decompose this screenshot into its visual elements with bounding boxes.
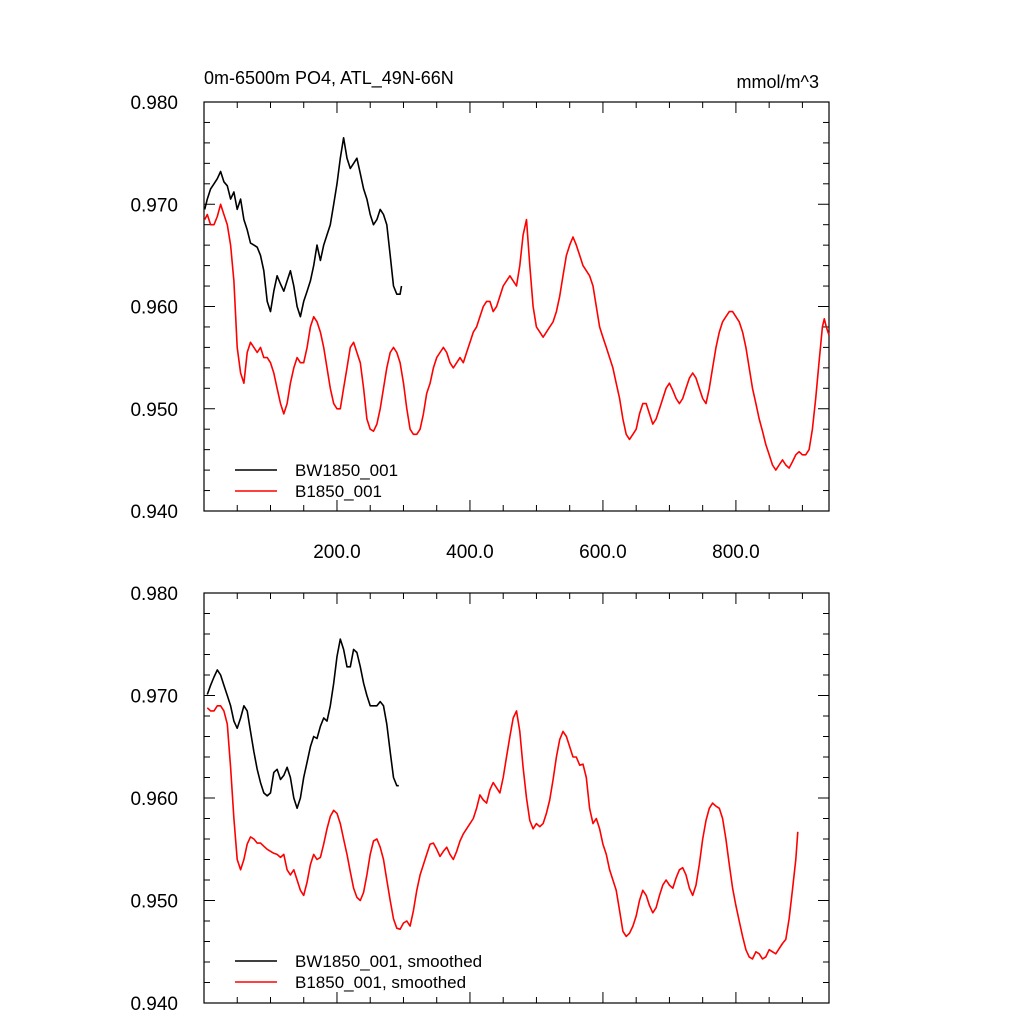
- chart-title: 0m-6500m PO4, ATL_49N-66N: [204, 68, 454, 89]
- units-label: mmol/m^3: [737, 72, 819, 92]
- bottom-series-line-2: [206, 705, 799, 960]
- bottom-legend-label-2: B1850_001, smoothed: [295, 973, 466, 992]
- bottom-y-tick-label: 0.960: [130, 789, 178, 810]
- top-x-tick-label: 800.0: [712, 542, 760, 563]
- top-x-tick-label: 400.0: [446, 542, 494, 563]
- top-series-line-1: [203, 137, 403, 318]
- top-panel: 0.940 0.950 0.960 0.970 0.980 200.0 400.0 600.0…: [130, 93, 830, 563]
- top-legend-label-1: BW1850_001: [295, 461, 398, 480]
- top-legend-label-2: B1850_001: [295, 482, 382, 501]
- top-y-tick-label: 0.960: [130, 298, 178, 319]
- top-x-tick-label: 200.0: [313, 542, 361, 563]
- top-y-tick-label: 0.970: [130, 195, 178, 216]
- bottom-plot-frame: [203, 592, 830, 1004]
- top-y-tick-label: 0.950: [130, 400, 178, 421]
- bottom-y-tick-label: 0.980: [130, 584, 178, 605]
- bottom-y-tick-label: 0.940: [130, 994, 178, 1015]
- bottom-y-tick-label: 0.950: [130, 892, 178, 913]
- top-y-tick-label: 0.980: [130, 93, 178, 114]
- bottom-series-line-1: [206, 638, 399, 810]
- bottom-panel: 0.940 0.950 0.960 0.970 0.980 BW1850_001, smo…: [130, 584, 830, 1015]
- bottom-legend-label-1: BW1850_001, smoothed: [295, 952, 482, 971]
- top-series-line-2: [203, 203, 830, 471]
- top-x-tick-label: 600.0: [579, 542, 627, 563]
- top-y-tick-label: 0.940: [130, 502, 178, 523]
- bottom-y-tick-label: 0.970: [130, 687, 178, 708]
